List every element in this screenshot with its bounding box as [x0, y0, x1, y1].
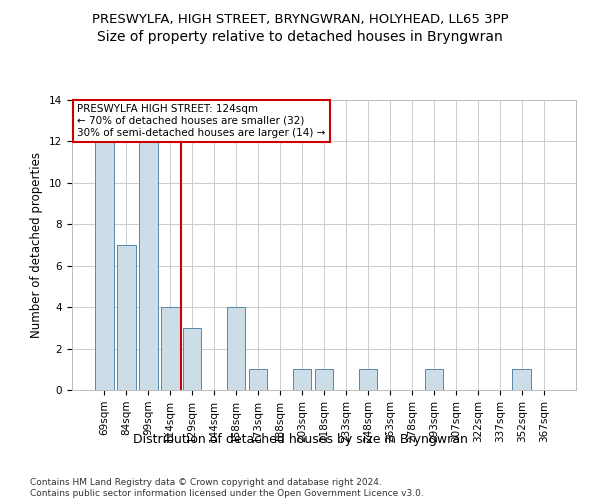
Text: PRESWYLFA HIGH STREET: 124sqm
← 70% of detached houses are smaller (32)
30% of s: PRESWYLFA HIGH STREET: 124sqm ← 70% of d…: [77, 104, 325, 138]
Bar: [183, 328, 202, 390]
Y-axis label: Number of detached properties: Number of detached properties: [31, 152, 43, 338]
Bar: [139, 142, 158, 390]
Bar: [314, 370, 334, 390]
Bar: [425, 370, 443, 390]
Bar: [95, 142, 113, 390]
Text: PRESWYLFA, HIGH STREET, BRYNGWRAN, HOLYHEAD, LL65 3PP: PRESWYLFA, HIGH STREET, BRYNGWRAN, HOLYH…: [92, 12, 508, 26]
Text: Size of property relative to detached houses in Bryngwran: Size of property relative to detached ho…: [97, 30, 503, 44]
Bar: [293, 370, 311, 390]
Text: Distribution of detached houses by size in Bryngwran: Distribution of detached houses by size …: [133, 432, 467, 446]
Bar: [161, 307, 179, 390]
Bar: [512, 370, 531, 390]
Text: Contains HM Land Registry data © Crown copyright and database right 2024.
Contai: Contains HM Land Registry data © Crown c…: [30, 478, 424, 498]
Bar: [249, 370, 268, 390]
Bar: [359, 370, 377, 390]
Bar: [227, 307, 245, 390]
Bar: [117, 245, 136, 390]
